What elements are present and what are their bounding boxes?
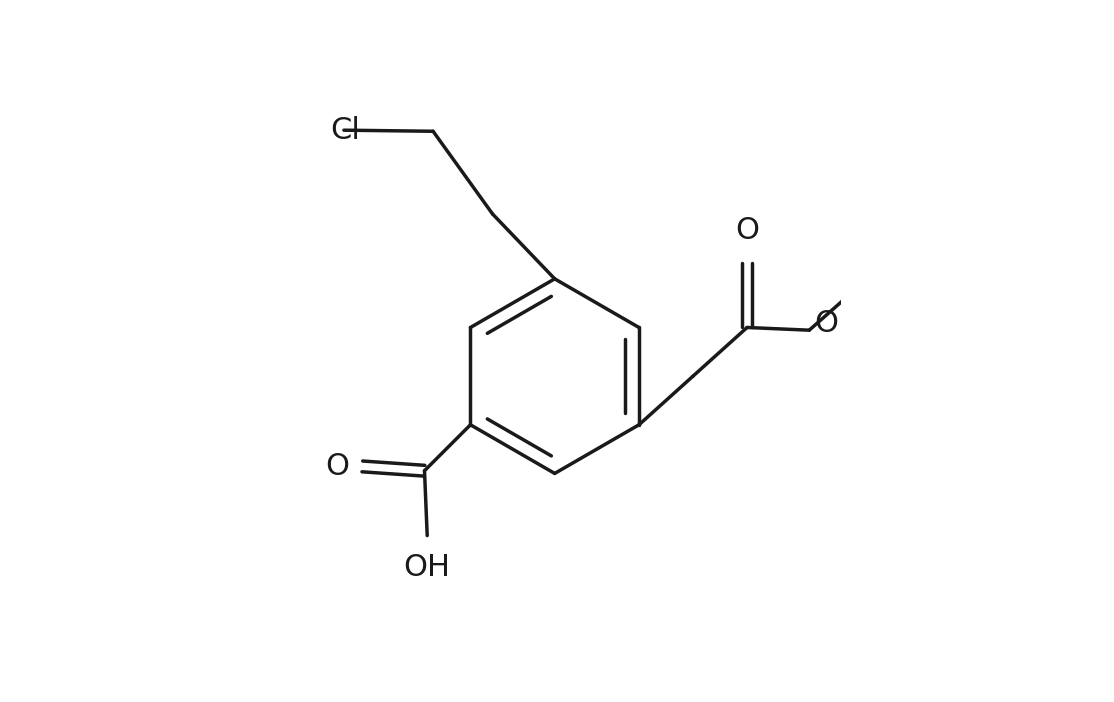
Text: O: O — [814, 309, 839, 338]
Text: O: O — [325, 452, 349, 481]
Text: OH: OH — [403, 553, 451, 582]
Text: Cl: Cl — [331, 116, 360, 145]
Text: O: O — [735, 216, 759, 245]
